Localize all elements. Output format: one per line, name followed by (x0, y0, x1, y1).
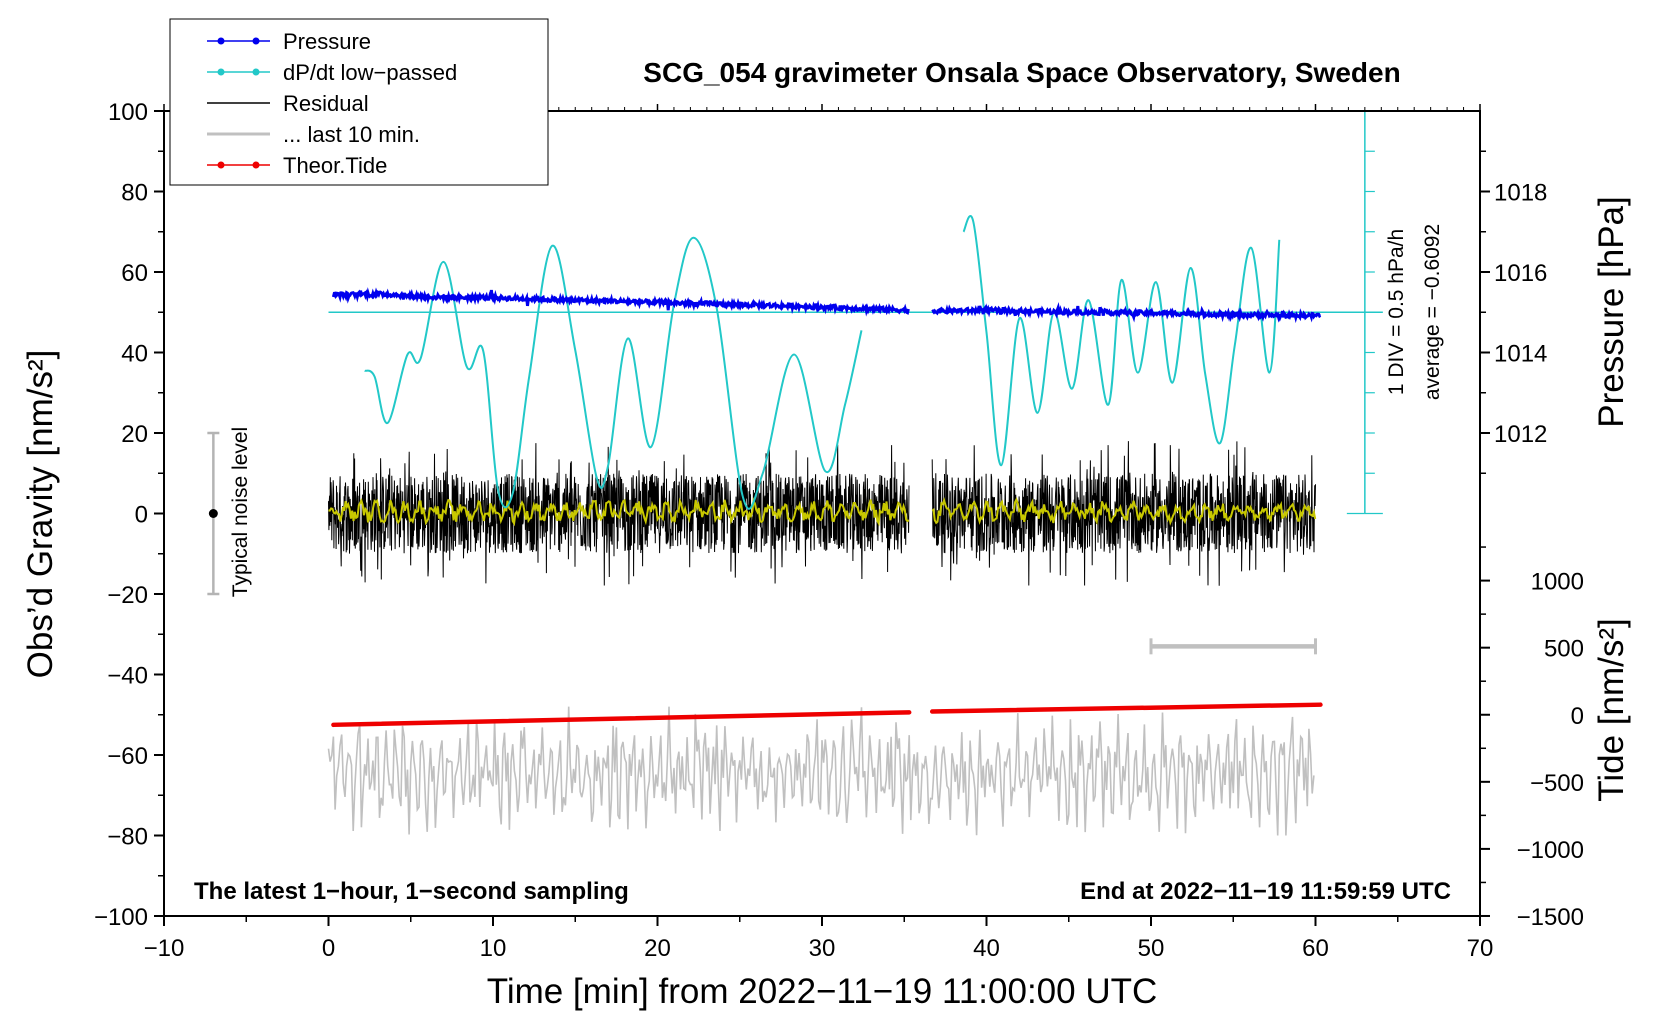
annotation-end-time: End at 2022−11−19 11:59:59 UTC (1080, 878, 1451, 905)
x-tick-label: 60 (1302, 935, 1329, 962)
x-tick-label: 0 (322, 935, 335, 962)
y-tick-label: −40 (107, 663, 148, 690)
y-tick-label: 0 (135, 502, 148, 529)
y-axis-left: −100 −80 −60 −40 −20 0 20 40 60 80 100 (94, 99, 164, 931)
series-pressure-segment-2 (931, 301, 1322, 324)
legend-label: dP/dt low−passed (283, 60, 457, 85)
series-pressure-segment-1 (331, 287, 910, 317)
tide-tick-label: −1000 (1517, 837, 1584, 864)
y-tick-label: 100 (108, 99, 148, 126)
x-axis: −10 0 10 20 30 40 50 60 70 (144, 104, 1494, 962)
series-smoothed-residual-segment-2 (931, 497, 1317, 526)
pressure-tick-label: 1016 (1494, 260, 1547, 287)
legend-marker (217, 161, 225, 169)
pressure-tick-label: 1012 (1494, 421, 1547, 448)
tide-tick-label: 0 (1571, 703, 1584, 730)
y-axis-label-pressure: Pressure [hPa] (1592, 196, 1631, 428)
series-last-10-min (327, 706, 1315, 836)
pressure-tick-label: 1018 (1494, 180, 1547, 207)
series-residual-segment-2 (931, 441, 1316, 586)
chart-title: SCG_054 gravimeter Onsala Space Observat… (643, 57, 1400, 88)
legend-marker (252, 37, 260, 45)
legend-label: Theor.Tide (283, 153, 387, 178)
y-axis-label-left: Obs’d Gravity [nm/s²] (21, 350, 60, 679)
dpdt-scale-label: 1 DIV = 0.5 hPa/h (1385, 229, 1408, 395)
noise-level-label: Typical noise level (229, 427, 252, 597)
pressure-tick-label: 1014 (1494, 341, 1547, 368)
tide-tick-label: −500 (1530, 770, 1584, 797)
y-tick-label: −20 (107, 582, 148, 609)
x-tick-label: 50 (1138, 935, 1165, 962)
y-tick-label: −60 (107, 743, 148, 770)
legend-marker (252, 68, 260, 76)
legend: Pressure dP/dt low−passed Residual ... last… (169, 18, 549, 186)
legend-items: Pressure dP/dt low−passed Residual ... last… (207, 29, 457, 178)
annotation-sampling: The latest 1−hour, 1−second sampling (194, 878, 629, 905)
series-dpdt-segment-1 (364, 236, 863, 510)
series-smoothed-residual-segment-1 (328, 496, 910, 527)
x-tick-label: 10 (480, 935, 507, 962)
legend-label: ... last 10 min. (283, 122, 420, 147)
legend-marker (252, 161, 260, 169)
y-tick-label: −100 (94, 904, 148, 931)
y-tick-label: 20 (121, 421, 148, 448)
legend-marker (217, 68, 225, 76)
series-dpdt-segment-2 (962, 214, 1281, 467)
y-tick-label: 80 (121, 180, 148, 207)
x-tick-label: 30 (809, 935, 836, 962)
x-tick-label: 70 (1467, 935, 1494, 962)
y-tick-label: −80 (107, 824, 148, 851)
tide-tick-label: 500 (1544, 636, 1584, 663)
tide-tick-label: 1000 (1531, 569, 1584, 596)
dpdt-average-label: average = −0.6092 (1421, 224, 1444, 400)
legend-label: Residual (283, 91, 369, 116)
y-tick-label: 40 (121, 341, 148, 368)
noise-bar-center-dot (208, 509, 218, 518)
series-theor-tide-segment-2 (929, 702, 1323, 714)
legend-label: Pressure (283, 29, 371, 54)
x-tick-label: 20 (644, 935, 671, 962)
y-axis-tide: 1000 500 0 −500 −1000 −1500 (1480, 546, 1584, 931)
y-tick-label: 60 (121, 260, 148, 287)
x-tick-label: −10 (144, 935, 185, 962)
y-axis-label-tide: Tide [nm/s²] (1592, 618, 1631, 801)
x-axis-label: Time [min] from 2022−11−19 11:00:00 UTC (487, 972, 1158, 1011)
tide-tick-label: −1500 (1517, 904, 1584, 931)
legend-marker (217, 37, 225, 45)
overlays (207, 431, 1317, 655)
y-axis-pressure: 1012 1014 1016 1018 (1480, 150, 1547, 474)
legend-box (169, 18, 549, 186)
series-theor-tide-segment-1 (331, 710, 912, 728)
plot-series (327, 110, 1383, 836)
x-tick-label: 40 (973, 935, 1000, 962)
